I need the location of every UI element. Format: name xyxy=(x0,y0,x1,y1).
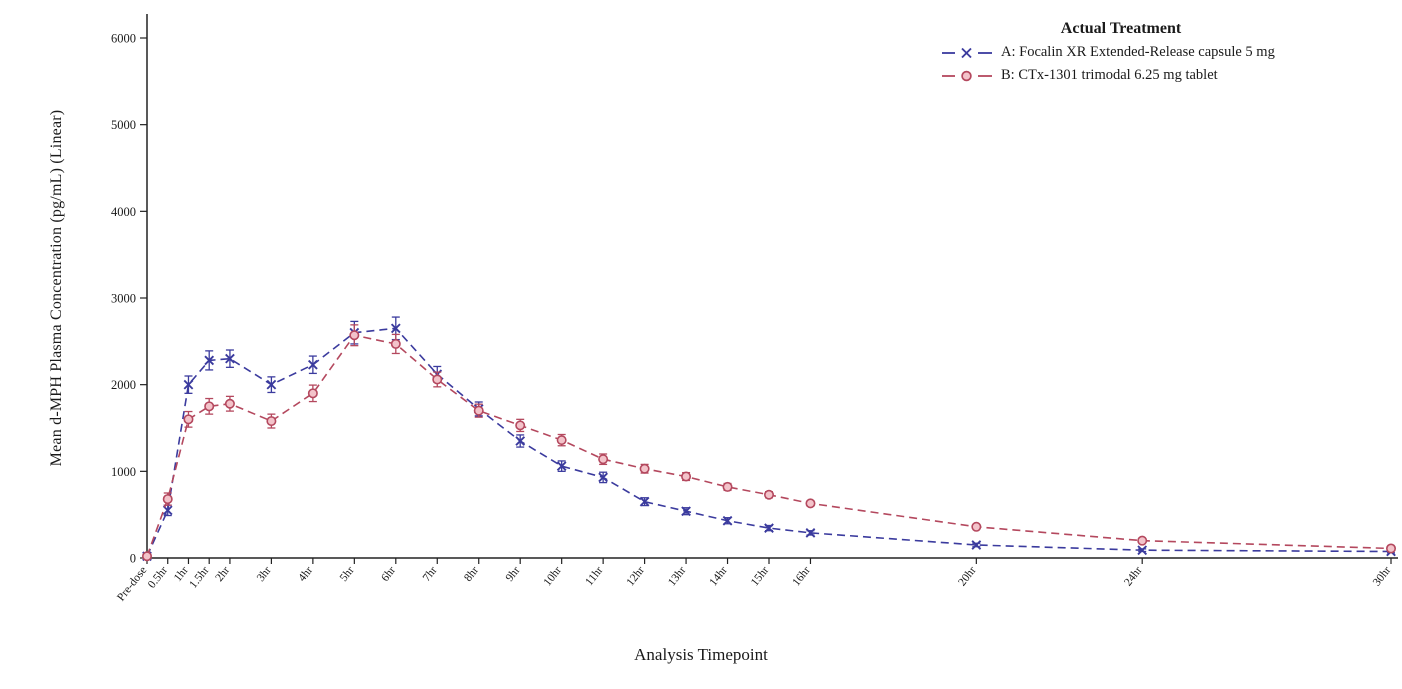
svg-text:12hr: 12hr xyxy=(625,564,648,588)
svg-text:3000: 3000 xyxy=(111,292,136,306)
series-b-key-icon xyxy=(942,70,992,82)
svg-text:9hr: 9hr xyxy=(504,564,523,584)
svg-text:5hr: 5hr xyxy=(338,564,357,584)
svg-text:16hr: 16hr xyxy=(790,564,813,588)
svg-text:0: 0 xyxy=(130,552,136,566)
legend-item-series-b: B: CTx-1301 trimodal 6.25 mg tablet xyxy=(928,64,1314,87)
svg-text:Pre-dose: Pre-dose xyxy=(115,564,149,603)
svg-text:1.5hr: 1.5hr xyxy=(187,564,211,590)
svg-text:5000: 5000 xyxy=(111,118,136,132)
svg-text:7hr: 7hr xyxy=(421,564,440,584)
svg-text:24hr: 24hr xyxy=(1122,564,1145,588)
legend-item-series-a-label: A: Focalin XR Extended-Release capsule 5… xyxy=(1001,44,1275,60)
svg-text:11hr: 11hr xyxy=(583,564,605,588)
x-axis-title: Analysis Timepoint xyxy=(634,645,768,664)
svg-text:13hr: 13hr xyxy=(666,564,689,588)
svg-text:6hr: 6hr xyxy=(379,564,398,584)
svg-text:4000: 4000 xyxy=(111,205,136,219)
svg-text:0.5hr: 0.5hr xyxy=(146,564,170,590)
svg-text:14hr: 14hr xyxy=(707,564,730,588)
legend: Actual Treatment A: Focalin XR Extended-… xyxy=(928,20,1314,87)
series-a-key-icon xyxy=(942,47,992,59)
svg-text:6000: 6000 xyxy=(111,32,136,46)
y-axis-title: Mean d-MPH Plasma Concentration (pg/mL) … xyxy=(48,109,65,467)
svg-text:2hr: 2hr xyxy=(213,564,232,584)
svg-text:1000: 1000 xyxy=(111,465,136,479)
svg-text:30hr: 30hr xyxy=(1371,564,1394,588)
legend-item-series-a: A: Focalin XR Extended-Release capsule 5… xyxy=(928,41,1314,64)
svg-text:10hr: 10hr xyxy=(542,564,565,588)
svg-text:20hr: 20hr xyxy=(956,564,979,588)
svg-text:4hr: 4hr xyxy=(296,564,315,584)
legend-item-series-b-label: B: CTx-1301 trimodal 6.25 mg tablet xyxy=(1001,67,1218,84)
svg-text:2000: 2000 xyxy=(111,378,136,392)
svg-text:15hr: 15hr xyxy=(749,564,772,588)
svg-text:3hr: 3hr xyxy=(255,564,274,584)
legend-title: Actual Treatment xyxy=(1060,20,1182,37)
svg-text:8hr: 8hr xyxy=(462,564,481,584)
